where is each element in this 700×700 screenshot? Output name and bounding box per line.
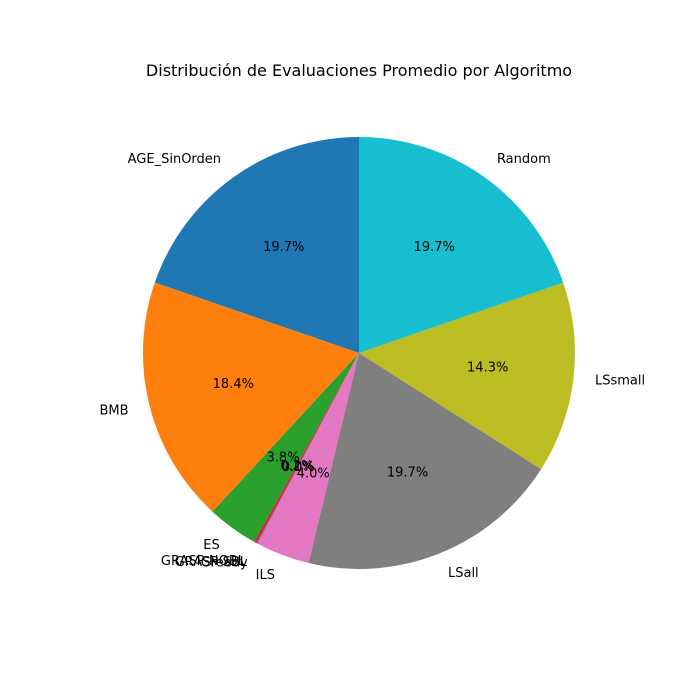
slice-percent-label: 0.2% [280, 459, 313, 474]
slice-percent-label: 4.0% [297, 467, 330, 482]
pie-slice-greedy [257, 353, 359, 544]
slice-label: BMB [100, 404, 129, 419]
pie-slice-ils [257, 353, 359, 564]
slice-label: GRASP-SBL [175, 555, 248, 570]
pie-labels: AGE_SinOrden BMB ESGRASP-NOBLGRASP-SBLGree… [100, 152, 646, 583]
slice-label: LSsmall [595, 373, 645, 388]
slice-percent-label: 3.8% [267, 451, 300, 466]
slice-label: GRASP-NOBL [161, 554, 246, 569]
slice-percent-label: 19.7% [263, 240, 304, 255]
slice-percent-label: 19.7% [414, 240, 455, 255]
pie-slice-grasp-nobl [254, 353, 359, 544]
pie-percent-labels: 19.7% 18.4% 3.8%0.2%0.1%0.0%4.0% 19.7% 14.3%… [213, 240, 509, 482]
slice-percent-label: 0.0% [282, 460, 315, 475]
pie-slice-age_sinorden [154, 137, 359, 353]
pie-slice-bmb [143, 282, 359, 512]
slice-label: ES [203, 538, 219, 553]
pie-slice-random [359, 137, 564, 353]
slice-label: Greedy [201, 555, 248, 570]
slice-label: LSall [448, 566, 479, 581]
pie-slice-es [212, 353, 359, 542]
slice-label: Random [497, 152, 551, 167]
pie-slice-grasp-sbl [256, 353, 359, 544]
pie-slices [143, 137, 576, 569]
slice-label: ILS [256, 568, 275, 583]
chart-title: Distribución de Evaluaciones Promedio po… [146, 61, 572, 80]
slice-percent-label: 14.3% [467, 361, 508, 376]
slice-label: AGE_SinOrden [128, 152, 221, 167]
pie-slice-lssmall [359, 282, 576, 470]
slice-percent-label: 18.4% [213, 377, 254, 392]
slice-percent-label: 19.7% [387, 466, 428, 481]
pie-slice-lsall [308, 353, 542, 569]
slice-percent-label: 0.1% [281, 460, 314, 475]
